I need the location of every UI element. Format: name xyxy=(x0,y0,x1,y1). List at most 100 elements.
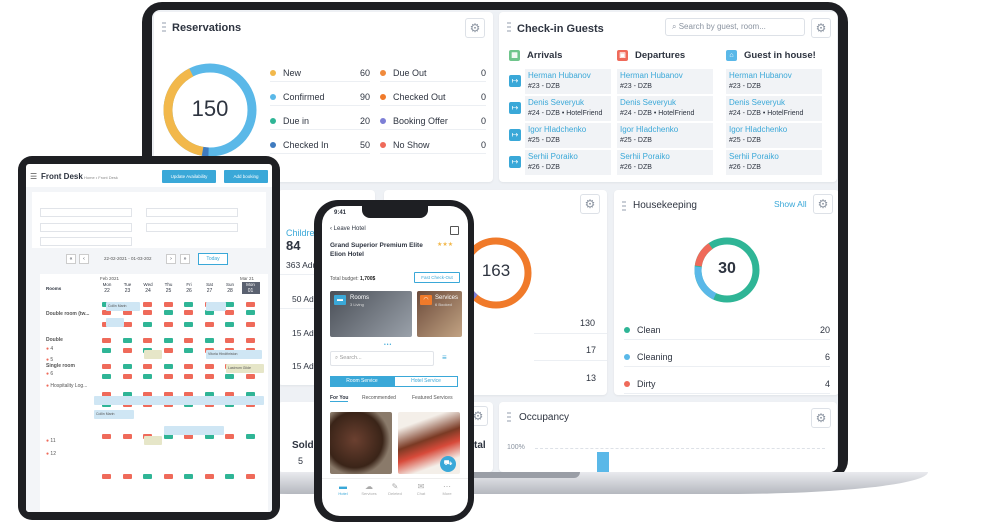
availability-cell[interactable] xyxy=(143,302,152,307)
availability-cell[interactable] xyxy=(225,434,234,439)
filter-select[interactable] xyxy=(40,208,132,217)
checkin-icon[interactable]: ↦ xyxy=(509,102,521,114)
guest-name[interactable]: Igor Hladchenko xyxy=(528,125,587,134)
availability-cell[interactable] xyxy=(122,348,132,353)
availability-cell[interactable] xyxy=(122,364,132,369)
guest-entry[interactable]: Serhii Poraiko #26 - DZB xyxy=(726,150,822,175)
availability-cell[interactable] xyxy=(143,364,152,369)
availability-cell[interactable] xyxy=(163,392,173,397)
availability-cell[interactable] xyxy=(102,392,111,397)
availability-cell[interactable] xyxy=(225,302,234,307)
booking-bar[interactable]: Vitoria Hindthriston xyxy=(206,350,262,359)
mobile-search-input[interactable]: ⌕ Search... xyxy=(330,351,434,366)
guest-entry[interactable]: Serhii Poraiko #26 - DZB xyxy=(617,150,713,175)
availability-cell[interactable] xyxy=(245,434,255,439)
add-booking-button[interactable]: Add booking xyxy=(224,170,268,183)
guest-name[interactable]: Igor Hladchenko xyxy=(620,125,679,134)
nav-item-chat[interactable]: ✉ Chat xyxy=(410,482,432,496)
filter-select[interactable] xyxy=(146,208,238,217)
back-link[interactable]: ‹ Leave Hotel xyxy=(330,226,366,232)
for-you-tab[interactable]: For You xyxy=(330,395,349,402)
next-next-button[interactable]: » xyxy=(180,254,190,264)
guest-name[interactable]: Denis Severyuk xyxy=(620,98,677,107)
nav-item-deleted[interactable]: ✎ Deleted xyxy=(384,482,406,496)
guest-name[interactable]: Serhii Poraiko xyxy=(620,152,670,161)
availability-cell[interactable] xyxy=(163,322,173,327)
filter-select[interactable] xyxy=(146,223,238,232)
show-all-link[interactable]: Show All xyxy=(774,199,807,209)
availability-cell[interactable] xyxy=(143,338,152,343)
availability-cell[interactable] xyxy=(225,310,234,315)
guest-entry[interactable]: Denis Severyuk #24 - DZB • HotelFriend xyxy=(525,96,611,121)
next-button[interactable]: › xyxy=(166,254,176,264)
guest-entry[interactable]: Herman Hubanov #23 - DZB xyxy=(726,69,822,94)
today-button[interactable]: Today xyxy=(198,253,228,265)
booking-bar[interactable] xyxy=(144,350,162,359)
availability-cell[interactable] xyxy=(163,474,173,479)
availability-cell[interactable] xyxy=(245,302,255,307)
availability-cell[interactable] xyxy=(204,310,214,315)
guest-entry[interactable]: Igor Hladchenko #25 - DZB xyxy=(726,123,822,148)
guest-entry[interactable]: Igor Hladchenko #25 - DZB xyxy=(525,123,611,148)
availability-cell[interactable] xyxy=(184,434,193,439)
availability-cell[interactable] xyxy=(122,322,132,327)
guest-entry[interactable]: Herman Hubanov #23 - DZB xyxy=(525,69,611,94)
availability-cell[interactable] xyxy=(184,322,193,327)
availability-cell[interactable] xyxy=(163,374,173,379)
hotel-service-tab[interactable]: Hotel Service xyxy=(394,376,458,387)
availability-cell[interactable] xyxy=(225,392,234,397)
availability-cell[interactable] xyxy=(102,374,111,379)
booking-bar[interactable] xyxy=(94,396,264,405)
availability-cell[interactable] xyxy=(122,310,132,315)
availability-cell[interactable] xyxy=(143,474,152,479)
availability-cell[interactable] xyxy=(184,348,193,353)
gear-icon[interactable]: ⚙ xyxy=(813,194,833,214)
booking-bar[interactable] xyxy=(206,302,226,311)
guest-name[interactable]: Serhii Poraiko xyxy=(528,152,578,161)
availability-cell[interactable] xyxy=(143,322,152,327)
availability-cell[interactable] xyxy=(163,302,173,307)
availability-cell[interactable] xyxy=(102,364,111,369)
availability-cell[interactable] xyxy=(225,474,234,479)
availability-cell[interactable] xyxy=(204,474,214,479)
availability-cell[interactable] xyxy=(122,434,132,439)
guest-entry[interactable]: Serhii Poraiko #26 - DZB xyxy=(525,150,611,175)
availability-cell[interactable] xyxy=(122,338,132,343)
availability-cell[interactable] xyxy=(204,338,214,343)
room-type-label[interactable]: Double xyxy=(46,337,63,343)
guest-name[interactable]: Herman Hubanov xyxy=(620,71,683,80)
services-tile[interactable]: ◠ Services 6 Booked xyxy=(417,291,462,337)
availability-cell[interactable] xyxy=(184,392,193,397)
gear-icon[interactable]: ⚙ xyxy=(811,18,831,38)
room-type-label[interactable]: Double room (tw... xyxy=(46,311,90,317)
availability-cell[interactable] xyxy=(122,374,132,379)
availability-cell[interactable] xyxy=(163,338,173,343)
fast-checkout-button[interactable]: Fast Check-Out xyxy=(414,272,460,283)
guest-entry[interactable]: Denis Severyuk #24 - DZB • HotelFriend xyxy=(617,96,713,121)
guest-entry[interactable]: Igor Hladchenko #25 - DZB xyxy=(617,123,713,148)
availability-cell[interactable] xyxy=(143,392,152,397)
gear-icon[interactable]: ⚙ xyxy=(465,18,485,38)
guest-name[interactable]: Igor Hladchenko xyxy=(729,125,788,134)
update-availability-button[interactable]: Update Availability xyxy=(162,170,216,183)
availability-cell[interactable] xyxy=(204,364,214,369)
booking-search-input[interactable] xyxy=(40,237,132,246)
availability-cell[interactable] xyxy=(163,310,173,315)
guest-name[interactable]: Serhii Poraiko xyxy=(729,152,779,161)
nav-item-hotel[interactable]: ▬ Hotel xyxy=(332,482,354,496)
guest-name[interactable]: Herman Hubanov xyxy=(528,71,591,80)
prev-prev-button[interactable]: « xyxy=(66,254,76,264)
gear-icon[interactable]: ⚙ xyxy=(580,194,600,214)
booking-bar[interactable] xyxy=(164,426,224,435)
availability-cell[interactable] xyxy=(102,434,111,439)
availability-cell[interactable] xyxy=(102,310,111,315)
steak-image[interactable] xyxy=(330,412,392,474)
room-type-label[interactable]: Single room xyxy=(46,363,75,369)
filter-select[interactable] xyxy=(40,223,132,232)
guest-name[interactable]: Denis Severyuk xyxy=(528,98,585,107)
availability-cell[interactable] xyxy=(122,474,132,479)
booking-bar[interactable]: Collin Marin xyxy=(106,302,140,311)
availability-cell[interactable] xyxy=(184,302,193,307)
availability-cell[interactable] xyxy=(184,374,193,379)
availability-cell[interactable] xyxy=(245,310,255,315)
